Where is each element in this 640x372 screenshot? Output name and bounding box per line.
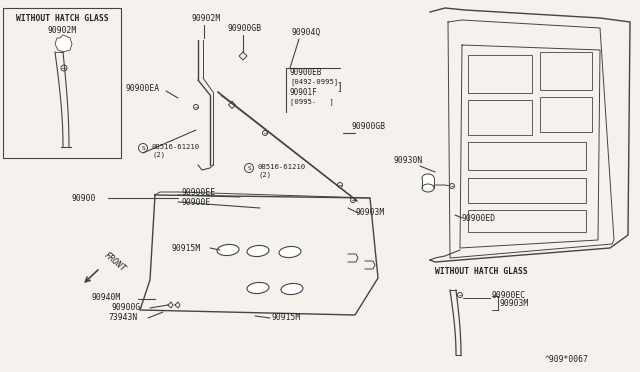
Text: 08516-61210: 08516-61210 xyxy=(258,164,306,170)
Ellipse shape xyxy=(422,174,434,182)
Ellipse shape xyxy=(247,246,269,257)
Text: 90900E: 90900E xyxy=(182,198,211,206)
Text: ]: ] xyxy=(336,81,342,91)
Text: 90930N: 90930N xyxy=(394,155,423,164)
Ellipse shape xyxy=(279,246,301,257)
Text: ^909*0067: ^909*0067 xyxy=(545,356,589,365)
Text: 90900EB: 90900EB xyxy=(290,67,323,77)
Ellipse shape xyxy=(217,244,239,256)
Ellipse shape xyxy=(281,283,303,295)
Text: 90940M: 90940M xyxy=(92,294,121,302)
Text: 90900EA: 90900EA xyxy=(126,83,160,93)
Bar xyxy=(468,178,586,203)
Text: 90915M: 90915M xyxy=(172,244,201,253)
Text: 90903M: 90903M xyxy=(356,208,385,217)
Text: WITHOUT HATCH GLASS: WITHOUT HATCH GLASS xyxy=(435,267,527,276)
Text: FRONT: FRONT xyxy=(102,250,127,273)
Bar xyxy=(468,55,532,93)
Bar xyxy=(540,52,592,90)
Text: 08516-61210: 08516-61210 xyxy=(152,144,200,150)
Text: 90900EE: 90900EE xyxy=(182,187,216,196)
Text: S: S xyxy=(141,145,145,151)
Text: 90904Q: 90904Q xyxy=(292,28,321,36)
Text: WITHOUT HATCH GLASS: WITHOUT HATCH GLASS xyxy=(16,13,108,22)
Text: 90900GB: 90900GB xyxy=(228,23,262,32)
Polygon shape xyxy=(55,35,72,52)
Text: 73943N: 73943N xyxy=(108,314,137,323)
Bar xyxy=(468,100,532,135)
Text: 90915M: 90915M xyxy=(272,314,301,323)
Bar xyxy=(468,142,586,170)
Text: 90900EC: 90900EC xyxy=(492,292,526,301)
Bar xyxy=(3,8,121,158)
Text: 90903M: 90903M xyxy=(500,298,529,308)
Bar xyxy=(468,210,586,232)
Ellipse shape xyxy=(247,282,269,294)
Text: [0492-0995]: [0492-0995] xyxy=(290,78,338,86)
Text: [0995-   ]: [0995- ] xyxy=(290,99,333,105)
Text: 90900GB: 90900GB xyxy=(352,122,386,131)
Text: S: S xyxy=(247,166,251,170)
Text: 90901F: 90901F xyxy=(290,87,317,96)
Text: (2): (2) xyxy=(152,152,165,158)
Text: (2): (2) xyxy=(258,172,271,178)
Text: 90902M: 90902M xyxy=(47,26,77,35)
Text: 90902M: 90902M xyxy=(192,13,221,22)
Text: 90900G: 90900G xyxy=(112,304,141,312)
Bar xyxy=(422,178,434,188)
Bar xyxy=(540,97,592,132)
Text: 90900ED: 90900ED xyxy=(462,214,496,222)
Text: 90900: 90900 xyxy=(72,193,97,202)
